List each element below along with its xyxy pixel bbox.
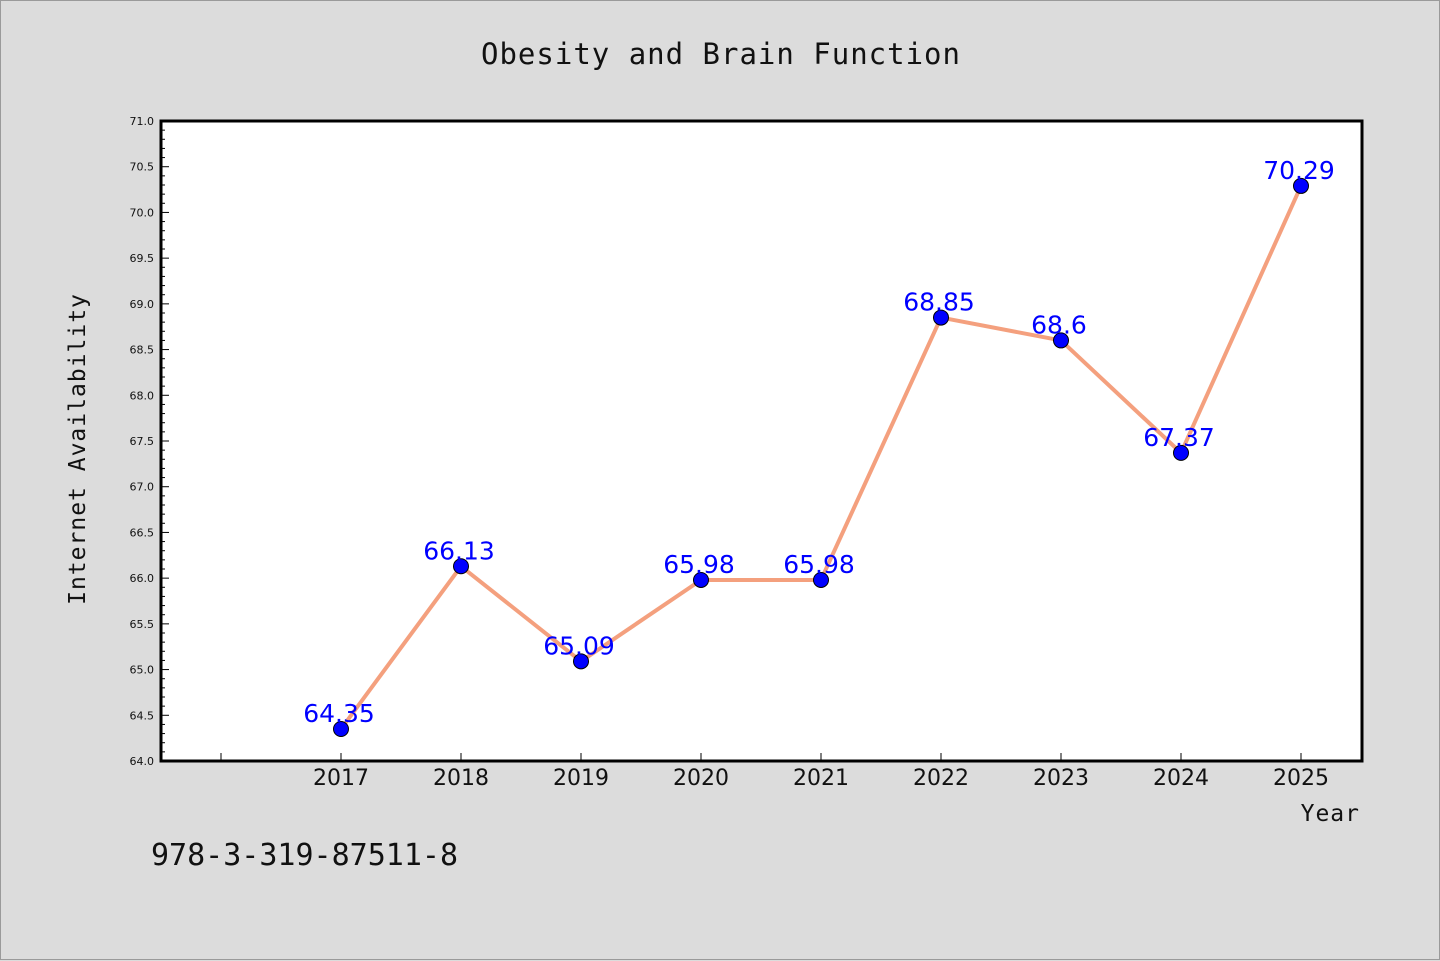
data-point [933,309,949,326]
y-tick-label: 67.5 [130,435,155,448]
x-tick-label: 2025 [1273,766,1329,791]
y-tick-label: 65.0 [130,664,155,677]
data-point [813,571,829,588]
data-label: 66.13 [423,536,495,565]
x-axis-ticks: 2017 2018 2019 2020 2021 2022 2023 2024 2025 [220,753,1329,791]
data-label: 65.98 [783,550,855,579]
y-tick-label: 64.0 [130,755,155,768]
y-tick-label: 71.0 [130,115,155,128]
series-group: 64.35 66.13 65.09 65.98 65.98 68.85 68.6 67.37 7… [303,156,1335,737]
x-tick-label: 2023 [1033,766,1089,791]
y-tick-label: 65.5 [130,618,155,631]
x-tick-label: 2018 [433,766,489,791]
x-tick-label: 2019 [553,766,609,791]
data-label: 67.37 [1143,423,1215,452]
data-label: 65.98 [663,550,735,579]
y-axis-label: Internet Availability [65,293,91,605]
data-label: 70.29 [1263,156,1335,185]
y-tick-label: 68.5 [130,344,155,357]
x-tick-label: 2020 [673,766,729,791]
y-tick-label: 70.0 [130,206,155,219]
data-point [1293,177,1309,194]
y-tick-label: 66.0 [130,572,155,585]
isbn-text: 978-3-319-87511-8 [151,838,458,873]
data-point [333,721,349,737]
data-point [1053,332,1069,349]
y-axis-ticks: 64.0 64.5 65.0 65.5 66.0 66.5 67.0 67.5 68.0 68.5… [130,115,169,768]
data-point [693,571,709,588]
y-tick-label: 64.5 [130,709,155,722]
data-label: 68.85 [903,288,975,317]
y-tick-label: 70.5 [130,161,155,174]
data-point [1173,444,1189,461]
data-label: 68.6 [1031,310,1087,339]
data-label: 64.35 [303,699,375,728]
plot-area [159,119,1364,763]
y-tick-label: 68.0 [130,389,155,402]
x-tick-label: 2024 [1153,766,1209,791]
x-axis-label: Year [1301,801,1360,827]
y-tick-label: 66.5 [130,526,155,539]
chart-title: Obesity and Brain Function [481,37,961,71]
y-tick-label: 69.5 [130,252,155,265]
x-tick-label: 2022 [913,766,969,791]
data-point [453,558,469,575]
data-point [573,653,589,670]
x-tick-label: 2021 [793,766,849,791]
y-tick-label: 67.0 [130,481,155,494]
data-label: 65.09 [543,631,615,660]
x-tick-label: 2017 [313,766,369,791]
y-tick-label: 69.0 [130,298,155,311]
